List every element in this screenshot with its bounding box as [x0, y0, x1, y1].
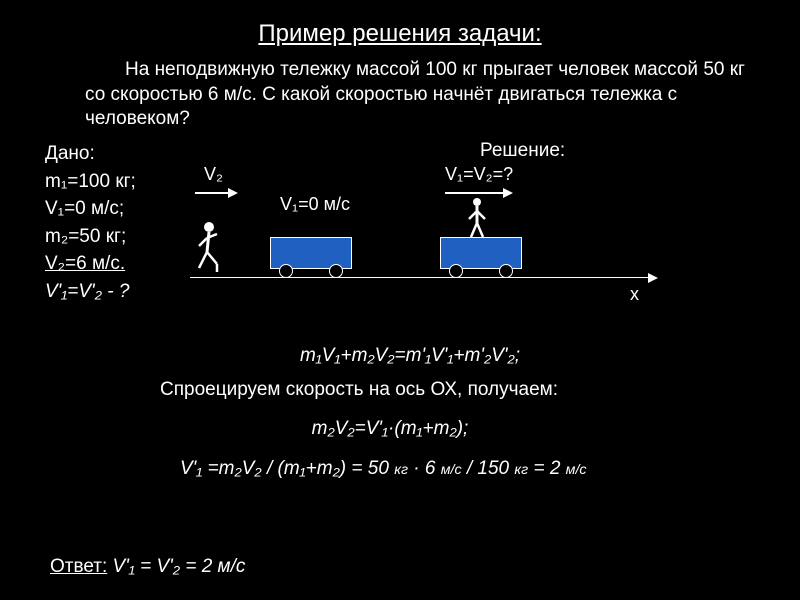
- answer-label: Ответ:: [50, 556, 107, 577]
- cart-empty: [270, 237, 352, 269]
- given-find: V'₁=V'₂ - ?: [45, 278, 136, 306]
- x-axis: [190, 277, 650, 278]
- given-v1: V₁=0 м/с;: [45, 195, 136, 223]
- given-header: Дано:: [45, 140, 136, 168]
- eq4-part-b: · 6: [408, 458, 441, 479]
- v2-label: V₂: [204, 164, 223, 185]
- eq4-part-d: = 2: [528, 458, 566, 479]
- given-block: Дано: m₁=100 кг; V₁=0 м/с; m₂=50 кг; V₂=…: [45, 140, 136, 305]
- slide-title: Пример решения задачи:: [0, 0, 800, 48]
- equation-calculation: V'₁ =m₂V₂ / (m₁+m₂) = 50 кг · 6 м/с / 15…: [180, 455, 720, 483]
- x-axis-label: x: [630, 284, 639, 305]
- equation-projection-text: Спроецируем скорость на ось ОХ, получаем…: [160, 376, 720, 404]
- equation-simplified: m₂V₂=V'₁·(m₁+m₂);: [60, 415, 720, 443]
- eq4-part-a: V'₁ =m₂V₂ / (m₁+m₂) = 50: [180, 458, 394, 479]
- v1v2-arrow: [445, 192, 505, 194]
- person-on-cart-icon: [465, 197, 489, 239]
- problem-body: На неподвижную тележку массой 100 кг пры…: [85, 59, 745, 129]
- eq4-unit-kg1: кг: [394, 462, 408, 478]
- eq4-part-c: / 150: [462, 458, 515, 479]
- eq4-unit-kg2: кг: [514, 462, 528, 478]
- problem-text: На неподвижную тележку массой 100 кг пры…: [0, 48, 800, 132]
- physics-diagram: x V₂ V₁=0 м/с: [190, 162, 670, 327]
- v2-arrow-head: [228, 188, 238, 198]
- given-m1: m₁=100 кг;: [45, 168, 136, 196]
- equations-block: m₁V₁+m₂V₂=m'₁V'₁+m'₂V'₂; Спроецируем ско…: [160, 342, 720, 488]
- cart-with-person: [440, 237, 522, 269]
- given-m2: m₂=50 кг;: [45, 223, 136, 251]
- given-v2: V₂=6 м/с.: [45, 250, 136, 278]
- v1v2-label: V₁=V₂=?: [445, 164, 513, 185]
- eq4-unit-ms1: м/с: [441, 462, 462, 478]
- v1-zero-label: V₁=0 м/с: [280, 194, 350, 215]
- equation-momentum: m₁V₁+m₂V₂=m'₁V'₁+m'₂V'₂;: [100, 342, 720, 370]
- solution-label: Решение:: [480, 140, 565, 162]
- person-running-icon: [195, 220, 225, 275]
- v1v2-arrow-head: [503, 188, 513, 198]
- x-axis-arrow: [648, 273, 658, 283]
- answer-value: V'₁ = V'₂ = 2 м/с: [107, 556, 245, 577]
- eq4-unit-ms2: м/с: [566, 462, 587, 478]
- content-area: Дано: m₁=100 кг; V₁=0 м/с; m₂=50 кг; V₂=…: [0, 132, 800, 142]
- answer-line: Ответ: V'₁ = V'₂ = 2 м/с: [50, 556, 245, 578]
- v2-arrow: [195, 192, 230, 194]
